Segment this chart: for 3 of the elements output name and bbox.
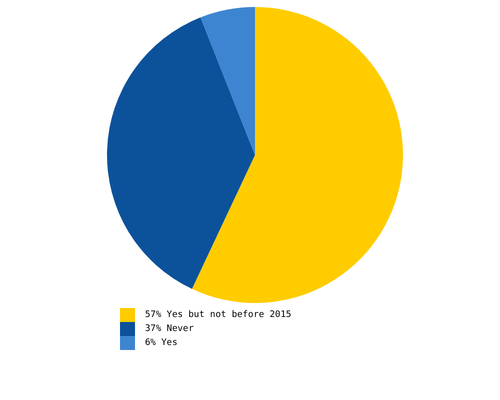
legend-label: 6% Yes: [145, 338, 178, 348]
legend-label: 57% Yes but not before 2015: [145, 310, 292, 320]
legend-label: 37% Never: [145, 324, 194, 334]
